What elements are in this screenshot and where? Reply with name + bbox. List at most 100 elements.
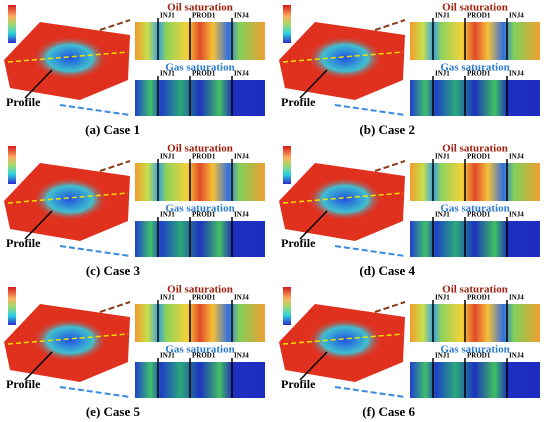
- well-label: PROD1: [192, 12, 216, 20]
- colorbar: [283, 146, 291, 184]
- well-label: INJ1: [435, 294, 450, 302]
- well-label: PROD1: [467, 211, 491, 219]
- gas-arrow: [334, 245, 406, 257]
- profile-line: [282, 51, 404, 63]
- well-label: PROD1: [192, 211, 216, 219]
- gas-arrow: [334, 386, 406, 398]
- map-blob: [32, 318, 108, 362]
- oil-label: Oil saturation: [442, 143, 508, 155]
- map-blob: [32, 177, 108, 221]
- colorbar: [8, 5, 16, 43]
- oil-arrow: [99, 301, 131, 313]
- map-blob: [307, 177, 383, 221]
- well-label: INJ1: [435, 153, 450, 161]
- oil-arrow: [374, 160, 406, 172]
- gas-arrow: [334, 104, 406, 116]
- caption: (f) Case 6: [362, 404, 415, 419]
- well-label: INJ4: [234, 294, 249, 302]
- profile-label: Profile: [281, 377, 316, 391]
- gas-arrow: [59, 245, 131, 257]
- gas-label: Gas saturation: [440, 203, 509, 215]
- profile-arrow: [299, 69, 328, 99]
- profile-line: [7, 192, 129, 204]
- colorbar: [283, 287, 291, 325]
- well-label: PROD1: [467, 70, 491, 78]
- profile-line: [7, 333, 129, 345]
- profile-line: [282, 333, 404, 345]
- profile-arrow: [24, 351, 53, 381]
- caption: (e) Case 5: [86, 404, 141, 419]
- well-label: PROD1: [192, 70, 216, 78]
- profile-arrow: [299, 210, 328, 240]
- gas-section: [135, 80, 265, 116]
- well-label: INJ1: [160, 12, 175, 20]
- gas-section: [410, 80, 540, 116]
- gas-section: [135, 221, 265, 257]
- profile-label: Profile: [6, 236, 41, 250]
- profile-line: [282, 192, 404, 204]
- profile-label: Profile: [281, 95, 316, 109]
- oil-label: Oil saturation: [167, 284, 233, 296]
- gas-label: Gas saturation: [165, 203, 234, 215]
- oil-arrow: [99, 160, 131, 172]
- well-label: INJ1: [435, 12, 450, 20]
- well-label: INJ1: [435, 352, 450, 360]
- well-label: INJ4: [509, 352, 524, 360]
- gas-section: [410, 221, 540, 257]
- well-label: PROD1: [467, 352, 491, 360]
- gas-section: [135, 362, 265, 398]
- well-label: INJ4: [234, 211, 249, 219]
- well-label: INJ4: [509, 12, 524, 20]
- oil-section: [410, 163, 540, 201]
- profile-label: Profile: [281, 236, 316, 250]
- profile-label: Profile: [6, 95, 41, 109]
- well-label: PROD1: [467, 294, 491, 302]
- well-label: INJ1: [160, 294, 175, 302]
- profile-arrow: [299, 351, 328, 381]
- oil-arrow: [99, 19, 131, 31]
- caption: (c) Case 3: [86, 263, 141, 278]
- caption: (b) Case 2: [359, 122, 415, 137]
- oil-label: Oil saturation: [167, 143, 233, 155]
- oil-arrow: [374, 19, 406, 31]
- gas-section: [410, 362, 540, 398]
- well-label: PROD1: [467, 12, 491, 20]
- well-label: INJ1: [160, 70, 175, 78]
- profile-arrow: [24, 210, 53, 240]
- well-label: PROD1: [467, 153, 491, 161]
- well-label: INJ4: [509, 211, 524, 219]
- well-label: INJ1: [160, 211, 175, 219]
- oil-section: [135, 163, 265, 201]
- profile-arrow: [24, 69, 53, 99]
- map-blob: [307, 36, 383, 80]
- gas-label: Gas saturation: [440, 344, 509, 356]
- oil-section: [135, 22, 265, 60]
- caption: (d) Case 4: [359, 263, 415, 278]
- well-label: INJ4: [234, 153, 249, 161]
- oil-section: [135, 304, 265, 342]
- well-label: INJ4: [234, 12, 249, 20]
- oil-label: Oil saturation: [442, 2, 508, 14]
- well-label: INJ4: [509, 294, 524, 302]
- caption: (a) Case 1: [85, 122, 140, 137]
- well-label: INJ1: [435, 70, 450, 78]
- well-label: PROD1: [192, 153, 216, 161]
- well-label: INJ4: [234, 352, 249, 360]
- gas-arrow: [59, 104, 131, 116]
- profile-label: Profile: [6, 377, 41, 391]
- oil-label: Oil saturation: [442, 284, 508, 296]
- well-label: INJ4: [509, 153, 524, 161]
- gas-arrow: [59, 386, 131, 398]
- oil-label: Oil saturation: [167, 2, 233, 14]
- well-label: INJ4: [234, 70, 249, 78]
- well-label: PROD1: [192, 352, 216, 360]
- well-label: INJ4: [509, 70, 524, 78]
- well-label: PROD1: [192, 294, 216, 302]
- colorbar: [8, 287, 16, 325]
- gas-label: Gas saturation: [440, 62, 509, 74]
- well-label: INJ1: [435, 211, 450, 219]
- oil-section: [410, 304, 540, 342]
- oil-arrow: [374, 301, 406, 313]
- map-blob: [32, 36, 108, 80]
